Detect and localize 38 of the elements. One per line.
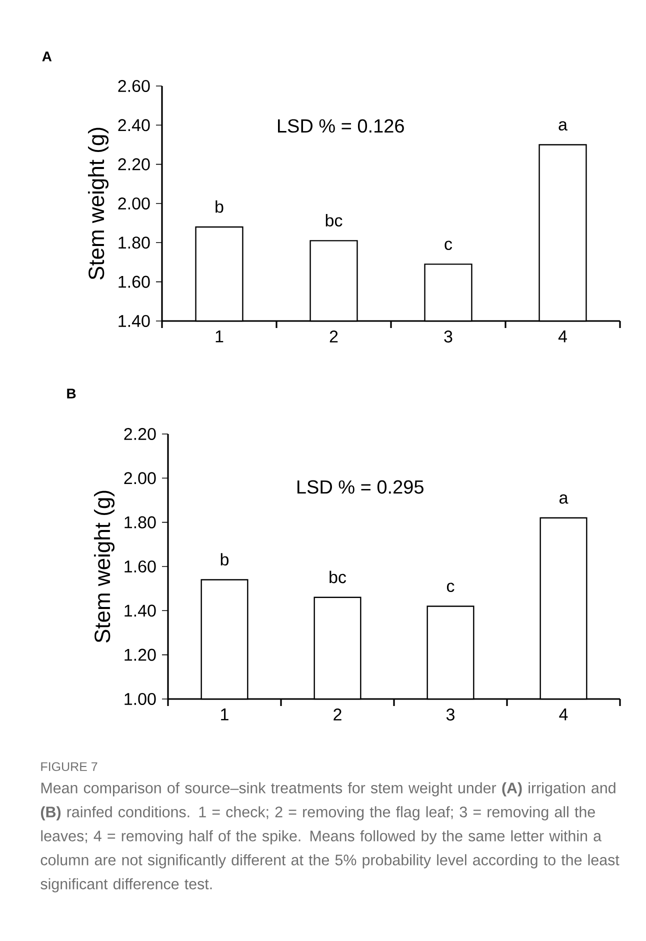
y-axis-title: Stem weight (g) — [88, 128, 109, 280]
annotation: a — [558, 121, 568, 131]
chart-title: B — [67, 388, 76, 398]
x-tick-label: 4 — [558, 330, 567, 342]
annotation: c — [446, 582, 454, 592]
x-tick-label: 2 — [334, 708, 342, 720]
y-tick-label: 2.20 — [118, 158, 150, 170]
x-tick-label: 3 — [446, 708, 454, 721]
text: Mean comparison of source–sink treatments for stem weight under (A) irrigation and (B) rainfed conditions. 1 = check; 2 = removing the flag leaf; 3 = removing all the leaves; 4 = removing half of the spike. Means followed by the same letter within a column are not significantly different at the 5% probability level according to the least significant difference test. — [40, 782, 620, 892]
y-tick-label: 2.60 — [118, 80, 150, 92]
y-tick-label: 2.00 — [124, 472, 156, 484]
x-tick-label: 2 — [330, 330, 338, 342]
annotation: bc — [326, 214, 342, 227]
y-tick-label: 2.20 — [124, 428, 156, 440]
x-tick-label: 1 — [216, 330, 224, 342]
y-tick-label: 1.00 — [124, 692, 156, 706]
y-tick-label: 1.20 — [124, 648, 156, 661]
annotation: a — [559, 494, 568, 504]
y-tick-label: 1.40 — [118, 314, 150, 328]
text: A — [42, 52, 52, 62]
annotation: bc — [330, 570, 346, 584]
y-axis-title: Stem weight (g) — [94, 490, 115, 643]
x-tick-label: 3 — [444, 330, 452, 343]
annotation: LSD % = 0.295 — [297, 480, 424, 494]
annotation: b — [216, 200, 224, 213]
annotation: b — [220, 553, 229, 566]
y-tick-label: 2.00 — [118, 197, 150, 210]
annotation: c — [444, 240, 452, 250]
y-tick-label: 1.80 — [118, 236, 150, 249]
y-tick-label: 1.40 — [124, 604, 156, 617]
annotation: LSD % = 0.126 — [278, 119, 404, 133]
y-tick-label: 1.80 — [124, 516, 156, 528]
x-tick-label: 1 — [221, 708, 228, 720]
y-tick-label: 2.40 — [118, 119, 150, 132]
caption: FIGURE 7 — [41, 762, 98, 772]
y-tick-label: 1.60 — [124, 560, 156, 573]
y-tick-label: 1.60 — [118, 276, 150, 288]
x-tick-label: 4 — [559, 708, 568, 720]
